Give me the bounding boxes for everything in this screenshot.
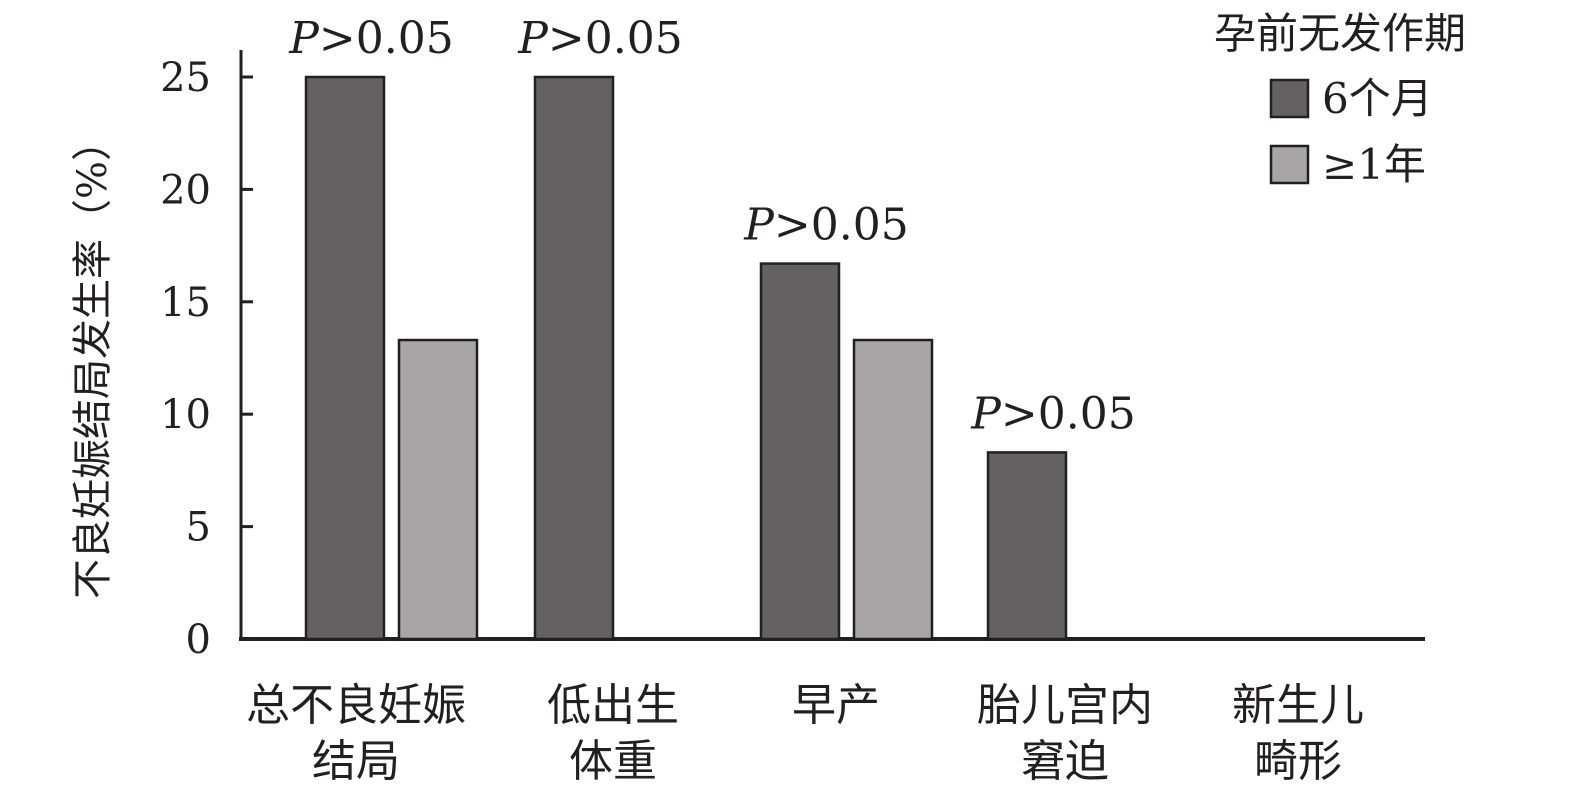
category-label: 低出生 [547, 680, 679, 731]
category-label: 窘迫 [1021, 736, 1109, 787]
y-tick-label: 0 [186, 617, 211, 663]
y-tick-label: 20 [160, 167, 211, 213]
category-label: 胎儿宫内 [977, 680, 1153, 731]
bar [304, 75, 386, 641]
legend-swatch [1269, 78, 1310, 119]
y-tick-label: 25 [160, 55, 211, 101]
legend: 孕前无发作期 6个月 ≥1年 [1214, 9, 1466, 189]
category-label: 畸形 [1254, 736, 1342, 787]
bar [852, 338, 934, 641]
annotations: P>0.05 P>0.05 P>0.05 P>0.05 [288, 13, 1135, 439]
bar [759, 262, 841, 641]
y-tick-label: 5 [186, 505, 211, 551]
legend-swatch [1269, 144, 1310, 185]
bar [397, 338, 479, 641]
p-value-annotation: P>0.05 [517, 13, 682, 64]
category-label: 总不良妊娠 [246, 680, 466, 731]
p-value-annotation: P>0.05 [743, 200, 908, 251]
category-label: 早产 [792, 680, 880, 731]
y-tick-label: 15 [160, 280, 211, 326]
bar [986, 451, 1068, 641]
y-axis-label: 不良妊娠结局发生率（%） [70, 121, 116, 599]
category-label: 结局 [312, 736, 400, 787]
legend-title: 孕前无发作期 [1214, 9, 1466, 58]
p-value-annotation: P>0.05 [970, 388, 1135, 439]
category-label: 新生儿 [1232, 680, 1364, 731]
category-label: 体重 [569, 736, 657, 787]
legend-label: 6个月 [1322, 74, 1433, 123]
y-tick-label: 10 [160, 392, 211, 438]
legend-label: ≥1年 [1322, 140, 1426, 189]
bar [533, 75, 615, 641]
p-value-annotation: P>0.05 [288, 13, 453, 64]
bars [304, 75, 1068, 641]
